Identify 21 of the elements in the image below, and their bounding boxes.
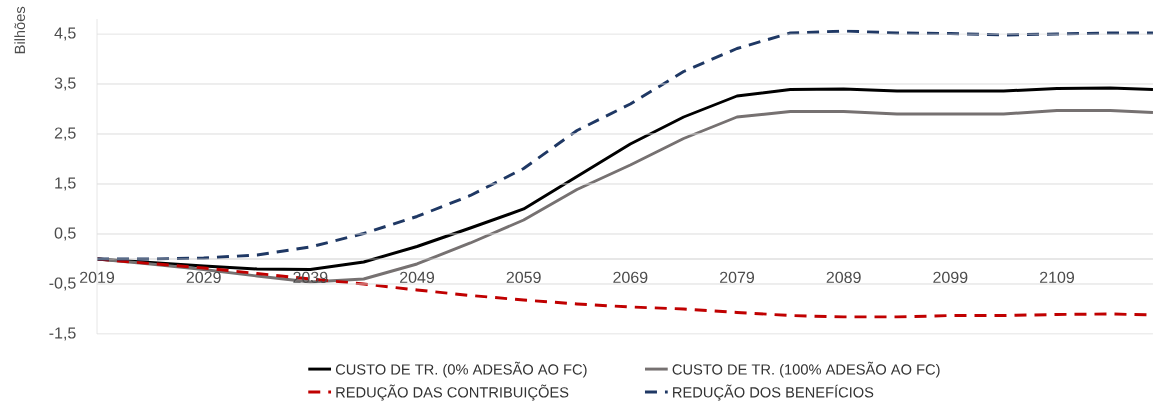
y-tick-label: 2,5 [54,127,76,141]
x-tick-label: 2069 [613,271,648,284]
legend-label: REDUÇÃO DOS BENEFÍCIOS [673,384,874,401]
x-tick-label: 2049 [400,271,435,284]
x-tick-label: 2059 [506,271,541,284]
y-tick-label: -1,5 [49,327,76,341]
y-tick-label: -0,5 [49,277,76,291]
x-tick-label: 2019 [80,271,115,284]
legend-label: CUSTO DE TR. (0% ADESÃO AO FC) [335,361,587,378]
y-axis-title: Bilhões [14,6,26,54]
x-tick-label: 2109 [1039,271,1075,284]
y-tick-label: 0,5 [54,227,76,241]
y-tick-label: 4,5 [54,27,76,41]
legend-label: CUSTO DE TR. (100% ADESÃO AO FC) [672,361,940,378]
x-tick-label: 2099 [933,271,968,284]
y-tick-label: 3,5 [54,77,76,91]
x-tick-label: 2029 [186,271,221,284]
y-tick-label: 1,5 [55,177,76,191]
x-tick-label: 2089 [826,271,861,284]
legend-label: REDUÇÃO DAS CONTRIBUIÇÕES [336,384,569,401]
x-tick-label: 2079 [719,271,755,284]
